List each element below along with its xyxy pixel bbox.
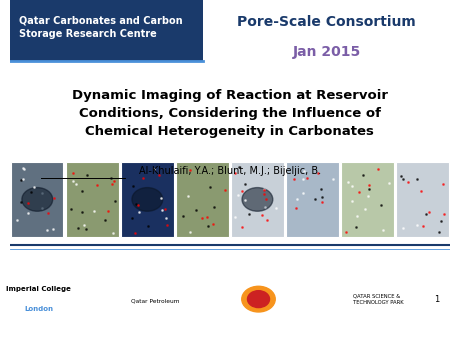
Circle shape — [248, 291, 270, 308]
FancyBboxPatch shape — [286, 162, 338, 237]
FancyBboxPatch shape — [396, 162, 449, 237]
Text: QATAR SCIENCE &
TECHNOLOGY PARK: QATAR SCIENCE & TECHNOLOGY PARK — [353, 293, 404, 305]
FancyBboxPatch shape — [11, 162, 63, 237]
FancyBboxPatch shape — [10, 0, 203, 61]
Text: Pore-Scale Consortium: Pore-Scale Consortium — [237, 15, 416, 29]
FancyBboxPatch shape — [66, 162, 118, 237]
Text: London: London — [24, 306, 53, 312]
Circle shape — [132, 188, 163, 211]
Circle shape — [242, 188, 273, 211]
FancyBboxPatch shape — [121, 162, 174, 237]
Text: Qatar Petroleum: Qatar Petroleum — [131, 298, 179, 303]
Text: Dynamic Imaging of Reaction at Reservoir
Conditions, Considering the Influence o: Dynamic Imaging of Reaction at Reservoir… — [72, 89, 388, 138]
FancyBboxPatch shape — [176, 162, 229, 237]
FancyBboxPatch shape — [231, 162, 284, 237]
Text: Al-Khulaifi, Y.A.; Blunt, M.J.; Bijeljic, B.: Al-Khulaifi, Y.A.; Blunt, M.J.; Bijeljic… — [139, 166, 321, 176]
Circle shape — [242, 286, 275, 312]
Text: Imperial College: Imperial College — [6, 286, 71, 292]
Circle shape — [22, 188, 53, 211]
Text: Qatar Carbonates and Carbon
Storage Research Centre: Qatar Carbonates and Carbon Storage Rese… — [19, 15, 183, 40]
Text: Jan 2015: Jan 2015 — [292, 45, 361, 59]
FancyBboxPatch shape — [341, 162, 394, 237]
Text: 1: 1 — [434, 295, 439, 304]
